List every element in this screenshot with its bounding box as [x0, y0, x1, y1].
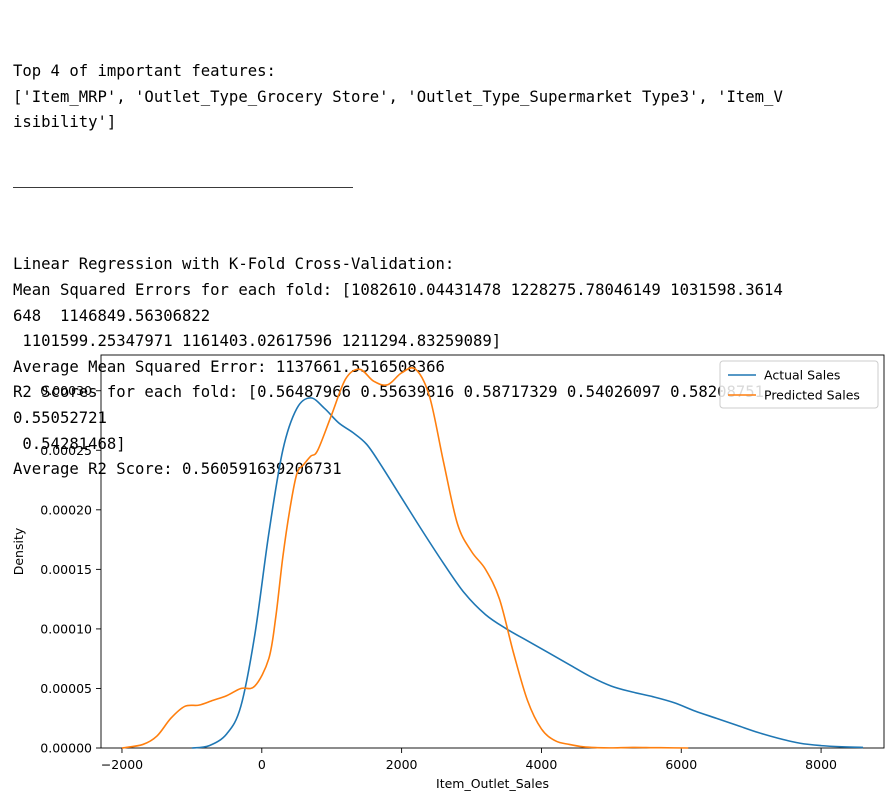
output-line: 0.55052721	[13, 408, 107, 427]
output-line: isibility']	[13, 113, 117, 132]
cell-output: Top 4 of important features: ['Item_MRP',…	[13, 8, 895, 508]
y-tick-label: 0.00020	[40, 502, 92, 517]
output-line: R2 Scores for each fold: [0.56487966 0.5…	[13, 383, 765, 402]
output-divider	[13, 187, 895, 201]
output-block-results: Linear Regression with K-Fold Cross-Vali…	[13, 252, 895, 482]
series-line-0	[191, 397, 864, 749]
x-tick-label: 6000	[665, 757, 697, 772]
y-axis-label: Density	[11, 527, 26, 575]
y-tick-label: 0.00005	[40, 681, 92, 696]
output-line: Average Mean Squared Error: 1137661.5516…	[13, 357, 445, 376]
output-line: ['Item_MRP', 'Outlet_Type_Grocery Store'…	[13, 87, 783, 106]
output-line: Mean Squared Errors for each fold: [1082…	[13, 280, 783, 299]
y-tick-label: 0.00025	[40, 443, 92, 458]
x-tick-label: 2000	[386, 757, 418, 772]
x-axis-label: Item_Outlet_Sales	[436, 776, 549, 791]
x-tick-label: 8000	[805, 757, 837, 772]
legend-label: Actual Sales	[764, 368, 840, 383]
legend-box	[719, 360, 879, 409]
x-tick-label: −2000	[101, 757, 143, 772]
y-tick-label: 0.00015	[40, 562, 92, 577]
x-tick-label: 4000	[526, 757, 558, 772]
output-block-features: Top 4 of important features: ['Item_MRP',…	[13, 59, 895, 136]
output-line: 1101599.25347971 1161403.02617596 121129…	[13, 332, 502, 351]
output-line: Top 4 of important features:	[13, 62, 276, 81]
output-line: 0.54281468]	[13, 434, 126, 453]
y-tick-label: 0.00030	[40, 383, 92, 398]
output-line: Linear Regression with K-Fold Cross-Vali…	[13, 255, 455, 274]
x-tick-label: 0	[258, 757, 266, 772]
output-line: 648 1146849.56306822	[13, 306, 211, 325]
kde-chart: 0.00000 0.00005 0.00010 0.00015 0.00020 0.000…	[11, 354, 885, 791]
series-line-1	[121, 367, 689, 749]
y-tick-label: 0.00010	[40, 621, 92, 636]
y-tick-label: 0.00000	[40, 741, 92, 756]
legend-label: Predicted Sales	[764, 388, 860, 403]
output-line: Average R2 Score: 0.560591639206731	[13, 460, 342, 479]
plot-frame	[100, 354, 885, 749]
